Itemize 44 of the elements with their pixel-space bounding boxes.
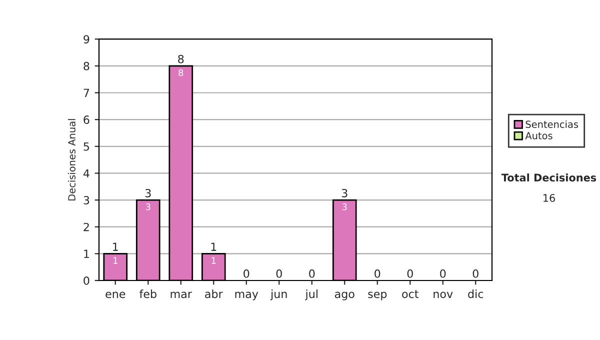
total-label: 0 xyxy=(407,269,413,278)
x-tick-label: abr xyxy=(205,290,223,298)
total-label: 1 xyxy=(113,242,118,251)
text: Total Decisiones xyxy=(501,173,596,182)
total-label: 0 xyxy=(244,269,250,278)
text: 16 xyxy=(544,194,555,202)
data-label: 1 xyxy=(113,257,118,264)
x-tick-label: jun xyxy=(270,290,287,300)
y-tick-label: 1 xyxy=(84,250,89,258)
x-tick-label: feb xyxy=(139,290,156,298)
data-label: 3 xyxy=(342,203,347,210)
total-label: 0 xyxy=(472,269,478,278)
y-tick-label: 3 xyxy=(84,196,90,204)
x-tick-label: ene xyxy=(106,292,126,298)
total-label: 1 xyxy=(211,242,216,251)
y-tick-label: 0 xyxy=(84,276,90,285)
x-tick-label: sep xyxy=(368,292,387,300)
y-tick-label: 2 xyxy=(84,222,89,232)
x-tick-label: ago xyxy=(334,292,354,300)
y-tick-label: 6 xyxy=(84,116,90,124)
y-tick-label: 9 xyxy=(84,35,90,44)
total-label: 3 xyxy=(145,188,151,198)
x-tick-label: dic xyxy=(468,290,484,298)
total-label: 0 xyxy=(309,269,315,278)
y-tick-label: 4 xyxy=(83,169,90,178)
y-tick-label: 5 xyxy=(84,142,89,151)
x-tick-label: oct xyxy=(402,290,418,298)
y-tick-label: 7 xyxy=(84,88,90,97)
total-label: 0 xyxy=(374,269,380,278)
legend-label: Sentencias xyxy=(526,120,578,128)
legend-label: Autos xyxy=(525,132,552,140)
total-label: 8 xyxy=(178,54,184,64)
data-label: 3 xyxy=(146,203,150,210)
data-label: 1 xyxy=(212,257,216,264)
total-label: 0 xyxy=(440,269,446,278)
y-tick-label: 8 xyxy=(84,62,90,70)
x-tick-label: jul xyxy=(305,290,318,300)
x-tick-label: may xyxy=(235,292,258,300)
total-label: 0 xyxy=(276,269,282,278)
x-tick-label: nov xyxy=(434,292,453,298)
total-label: 3 xyxy=(342,188,348,198)
data-label: 8 xyxy=(178,69,184,76)
x-tick-label: mar xyxy=(170,292,192,298)
y-axis-title: Decisiones Anual xyxy=(68,119,76,200)
